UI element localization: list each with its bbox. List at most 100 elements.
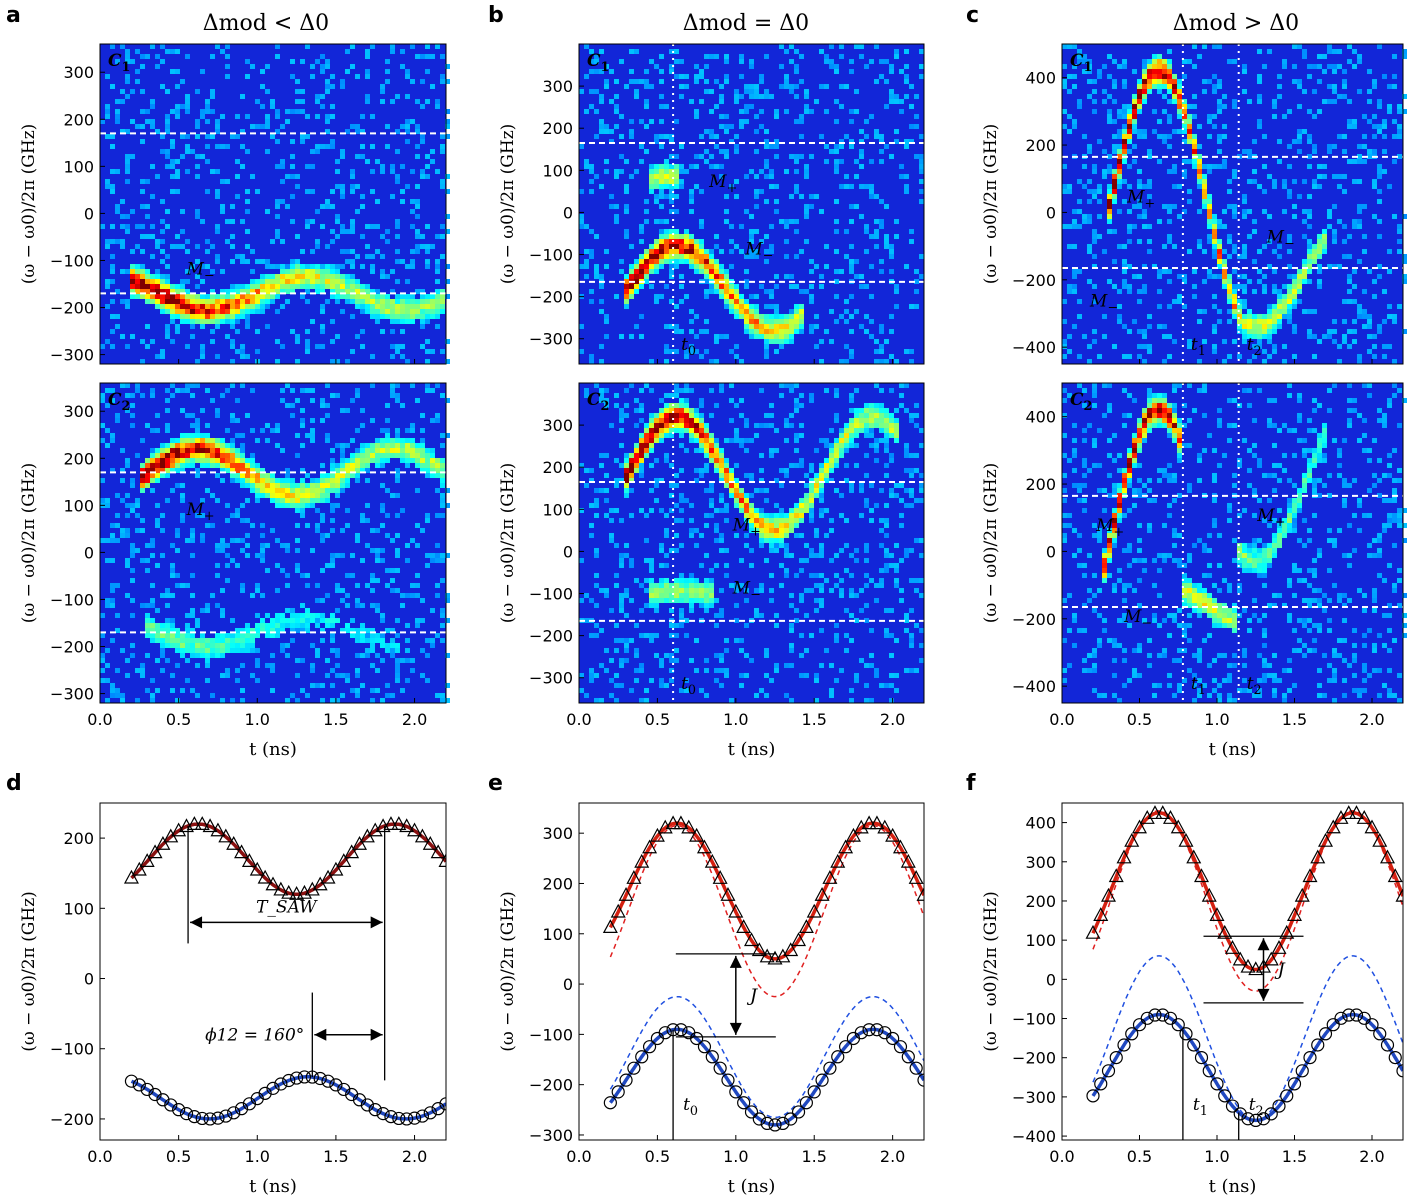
panel-a-c2-cell <box>255 553 260 558</box>
panel-b-c2-cell <box>809 518 814 523</box>
panel-a-c1-cell <box>160 259 165 264</box>
panel-a-c1-cell <box>165 164 170 169</box>
panel-a-c2-cell <box>435 513 440 518</box>
panel-a-c2-cell <box>215 563 220 568</box>
panel-b-c1-cell <box>744 284 749 289</box>
panel-a-c1-ytick-label: −300 <box>50 346 94 365</box>
panel-c-c1-cell <box>1137 79 1142 84</box>
panel-a-c1-cell <box>105 134 110 139</box>
panel-a-c2-cell <box>145 688 150 693</box>
panel-b-c2-cell <box>734 428 739 433</box>
panel-a-c2-cell <box>395 678 400 683</box>
panel-a-c2-cell <box>380 698 385 703</box>
panel-c-c1-cell <box>1127 124 1132 129</box>
panel-c-c1-cell <box>1127 139 1132 144</box>
panel-a-c1-cell <box>290 174 295 179</box>
panel-c-c1-cell <box>1087 149 1092 154</box>
panel-b-c2-cell <box>809 493 814 498</box>
panel-b-c2-cell <box>684 688 689 693</box>
panel-a-c2-cell <box>330 648 335 653</box>
panel-c-c1-cell <box>1067 244 1072 249</box>
panel-a-c2-cell <box>195 643 200 648</box>
panel-a-c2-ylabel: (ω − ω0)/2π (GHz) <box>19 463 39 624</box>
panel-a-c1-cell <box>240 304 245 309</box>
panel-a-c2-cell <box>380 453 385 458</box>
panel-a-c2-cell <box>325 658 330 663</box>
panel-b-c1-cell <box>599 69 604 74</box>
panel-b-c2-cell <box>919 578 924 583</box>
panel-c-c1-cell <box>1067 74 1072 79</box>
panel-a-c2-cell <box>405 438 410 443</box>
panel-a-c1-cell <box>150 294 155 299</box>
panel-b-c2-cell <box>634 678 639 683</box>
panel-a-c1-cell <box>230 134 235 139</box>
panel-a-c2-cell <box>150 598 155 603</box>
panel-a-c2-cell <box>220 608 225 613</box>
panel-a-c2-cell <box>160 648 165 653</box>
panel-a-c1-cell <box>440 79 445 84</box>
panel-b-c2-cell <box>704 603 709 608</box>
panel-a-c1-cell <box>410 169 415 174</box>
panel-b-c2-cell <box>824 533 829 538</box>
panel-b-c2-cell <box>719 548 724 553</box>
panel-b-c1-cell <box>919 254 924 259</box>
panel-b-c1-cell <box>849 204 854 209</box>
panel-a-c1-cell <box>280 284 285 289</box>
panel-a-c2-cell <box>300 468 305 473</box>
panel-a-c2-cell <box>340 473 345 478</box>
panel-a-c1-cell <box>190 319 195 324</box>
panel-a-c1-cell <box>245 299 250 304</box>
panel-b-c1-cell <box>744 299 749 304</box>
panel-a-c2-cell <box>275 538 280 543</box>
panel-b-c1-cell <box>744 254 749 259</box>
panel-a-c1-cell <box>315 289 320 294</box>
panel-a-c2-cell <box>260 493 265 498</box>
panel-a-c1-cell <box>375 314 380 319</box>
panel-a-c1-cell <box>410 304 415 309</box>
panel-a-c1-cell <box>360 329 365 334</box>
panel-b-c2-cell <box>654 603 659 608</box>
panel-b-c2-cell <box>729 698 734 703</box>
panel-a-c2-cell <box>215 438 220 443</box>
panel-b-c2-cell <box>684 388 689 393</box>
panel-b-c1-cell <box>759 334 764 339</box>
panel-a-c1-cell <box>245 289 250 294</box>
panel-a-c1-cell <box>120 214 125 219</box>
panel-b-c2-cell <box>904 448 909 453</box>
panel-a-c1-cell <box>370 354 375 359</box>
panel-a-c1-cell <box>155 284 160 289</box>
panel-a-c2-cell <box>240 433 245 438</box>
panel-a-c2-cell <box>410 668 415 673</box>
panel-a-c2-cell <box>195 433 200 438</box>
panel-b-c2-cell <box>704 428 709 433</box>
panel-a-c1-cell <box>170 244 175 249</box>
panel-a-c2-cell <box>365 628 370 633</box>
panel-c-c1-cell <box>1102 314 1107 319</box>
panel-b-c1-cell <box>854 174 859 179</box>
panel-a-c2-cell <box>210 438 215 443</box>
panel-b-c2-ytick-label: −200 <box>529 627 573 646</box>
panel-b-c1-cell <box>669 349 674 354</box>
panel-b-c2-cell <box>599 663 604 668</box>
panel-b-c1-cell <box>899 164 904 169</box>
panel-b-c2-cell <box>644 513 649 518</box>
panel-b-c1-cell <box>659 264 664 269</box>
panel-b-c2-cell <box>799 498 804 503</box>
panel-b-c1-cell <box>659 294 664 299</box>
panel-b-c2-cell <box>719 478 724 483</box>
panel-b-c1-cell <box>769 144 774 149</box>
panel-a-c1-cell <box>230 259 235 264</box>
panel-b-c1-cell <box>764 174 769 179</box>
panel-b-c1-cell <box>734 149 739 154</box>
panel-b-c1-cell <box>644 264 649 269</box>
panel-b-c1-cell <box>729 304 734 309</box>
panel-a-c1-cell <box>110 144 115 149</box>
panel-b-c1-cell <box>679 179 684 184</box>
panel-a-c1-cell <box>435 314 440 319</box>
panel-b-c2-cell <box>879 543 884 548</box>
panel-b-c2-cell <box>799 513 804 518</box>
panel-a-c2-cell <box>390 568 395 573</box>
panel-a-c2-cell <box>275 588 280 593</box>
panel-a-c2-cell <box>435 418 440 423</box>
panel-a-c1-cell <box>205 319 210 324</box>
